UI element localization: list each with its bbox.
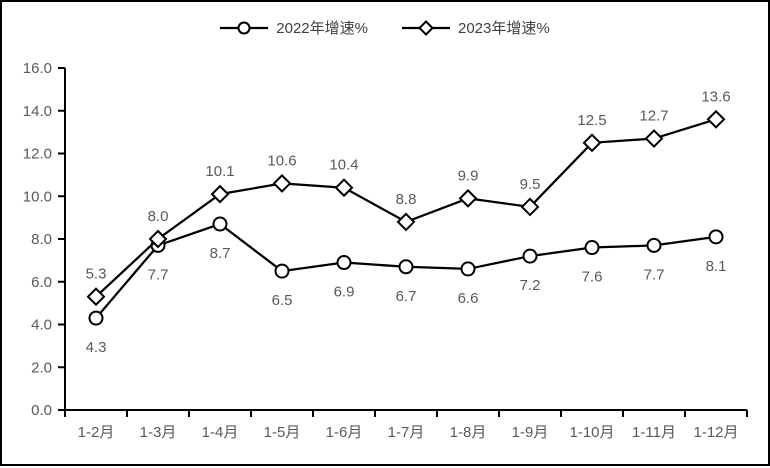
diamond-data-point[interactable]: [458, 188, 478, 208]
y-tick-label: 0.0: [31, 402, 52, 419]
circle-data-point[interactable]: [522, 248, 538, 264]
data-label: 10.4: [329, 157, 358, 174]
circle-marker-icon: [220, 21, 269, 35]
diamond-data-point[interactable]: [396, 212, 416, 232]
x-category-label: 1-7月: [388, 424, 425, 441]
diamond-data-point[interactable]: [272, 174, 292, 193]
data-label: 10.1: [205, 163, 234, 180]
data-label: 6.6: [458, 290, 479, 307]
diamond-data-point[interactable]: [86, 287, 106, 307]
legend: 2022年增速% 2023年增速%: [2, 20, 768, 36]
y-tick-label: 16.0: [23, 60, 52, 77]
data-label: 13.6: [701, 88, 730, 105]
diamond-marker-icon: [402, 20, 450, 36]
circle-data-point[interactable]: [460, 261, 476, 277]
legend-item-2023[interactable]: 2023年增速%: [402, 20, 550, 36]
circle-data-point[interactable]: [398, 259, 414, 275]
diamond-data-point[interactable]: [148, 229, 168, 249]
diamond-data-point[interactable]: [334, 178, 354, 198]
data-label: 8.8: [396, 191, 417, 208]
diamond-data-point[interactable]: [582, 133, 602, 153]
legend-label-2022: 2022年增速%: [276, 19, 368, 37]
x-category-label: 1-8月: [450, 424, 487, 441]
data-label: 7.2: [520, 277, 541, 294]
data-label: 6.7: [396, 288, 417, 305]
data-label: 12.7: [639, 108, 668, 125]
x-category-label: 1-6月: [326, 424, 363, 441]
data-label: 6.9: [334, 284, 355, 301]
data-label: 7.7: [148, 266, 169, 283]
data-label: 8.0: [148, 208, 169, 225]
data-label: 9.5: [520, 176, 541, 193]
x-category-label: 1-12月: [693, 424, 738, 441]
diamond-data-point[interactable]: [210, 184, 230, 204]
data-label: 4.3: [86, 339, 107, 356]
data-label: 10.6: [267, 152, 296, 169]
y-tick-label: 10.0: [23, 188, 52, 205]
circle-data-point[interactable]: [336, 255, 352, 271]
y-tick-label: 2.0: [31, 359, 52, 376]
diamond-data-point[interactable]: [520, 197, 540, 217]
x-category-label: 1-4月: [202, 424, 239, 441]
circle-data-point[interactable]: [646, 237, 662, 253]
y-tick-label: 8.0: [31, 231, 52, 248]
y-tick-label: 4.0: [31, 317, 52, 334]
x-category-label: 1-11月: [632, 424, 676, 441]
data-label: 7.7: [644, 266, 665, 283]
x-category-label: 1-3月: [140, 424, 177, 441]
data-label: 9.9: [458, 167, 479, 184]
data-label: 8.7: [210, 245, 231, 262]
data-label: 5.3: [86, 266, 107, 283]
y-tick-label: 6.0: [31, 274, 52, 291]
data-label: 8.1: [706, 258, 727, 275]
circle-data-point[interactable]: [708, 229, 724, 245]
circle-data-point[interactable]: [212, 216, 228, 232]
series-2023: 5.3 8.0 10.1 10.6 10.4 8.8 9.9 9.5 12.5 12.7 13.6: [86, 88, 731, 307]
y-tick-label: 14.0: [23, 103, 52, 120]
series-2022: 4.3 7.7 8.7 6.5 6.9 6.7 6.6 7.2 7.6 7.7 8.1: [86, 216, 727, 356]
y-tick-label: 12.0: [23, 146, 52, 163]
circle-data-point[interactable]: [88, 310, 104, 326]
x-category-label: 1-10月: [569, 424, 614, 441]
axes: [58, 67, 748, 417]
diamond-data-point[interactable]: [706, 109, 726, 129]
data-label: 7.6: [582, 269, 603, 286]
x-category-label: 1-2月: [78, 424, 115, 441]
legend-item-2022[interactable]: 2022年增速%: [220, 20, 368, 36]
x-category-label: 1-9月: [512, 424, 549, 441]
circle-data-point[interactable]: [584, 240, 600, 256]
x-category-label: 1-5月: [264, 424, 301, 441]
data-label: 12.5: [577, 112, 606, 129]
data-label: 6.5: [272, 292, 293, 309]
diamond-data-point[interactable]: [644, 129, 664, 148]
circle-data-point[interactable]: [274, 263, 290, 279]
legend-label-2023: 2023年增速%: [458, 19, 550, 37]
